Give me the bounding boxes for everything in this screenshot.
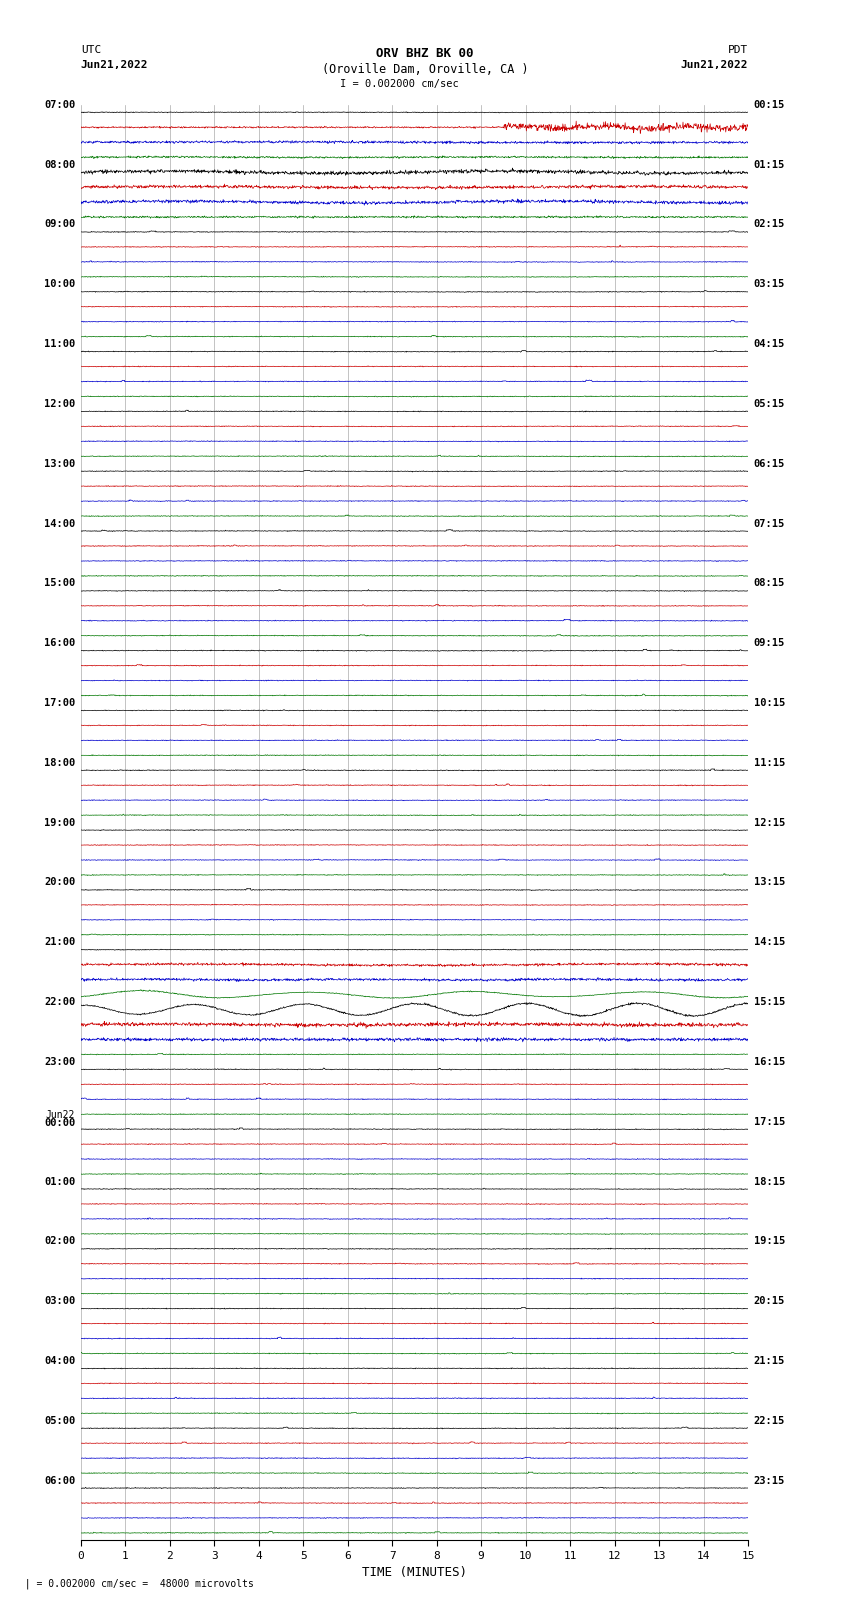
Text: 23:15: 23:15 — [754, 1476, 785, 1486]
Text: 10:15: 10:15 — [754, 698, 785, 708]
Text: 05:15: 05:15 — [754, 398, 785, 410]
Text: 01:00: 01:00 — [44, 1176, 75, 1187]
Text: 21:00: 21:00 — [44, 937, 75, 947]
Text: Jun22: Jun22 — [46, 1110, 75, 1119]
Text: 03:15: 03:15 — [754, 279, 785, 289]
Text: 06:00: 06:00 — [44, 1476, 75, 1486]
Text: 16:15: 16:15 — [754, 1057, 785, 1066]
Text: 12:15: 12:15 — [754, 818, 785, 827]
Text: 15:15: 15:15 — [754, 997, 785, 1007]
Text: I = 0.002000 cm/sec: I = 0.002000 cm/sec — [340, 79, 459, 89]
Text: 01:15: 01:15 — [754, 160, 785, 169]
Text: 04:00: 04:00 — [44, 1357, 75, 1366]
Text: 00:15: 00:15 — [754, 100, 785, 110]
Text: 02:00: 02:00 — [44, 1236, 75, 1247]
Text: 05:00: 05:00 — [44, 1416, 75, 1426]
Text: 16:00: 16:00 — [44, 639, 75, 648]
Text: 19:15: 19:15 — [754, 1236, 785, 1247]
Text: 21:15: 21:15 — [754, 1357, 785, 1366]
Text: (Oroville Dam, Oroville, CA ): (Oroville Dam, Oroville, CA ) — [321, 63, 529, 76]
Text: 20:15: 20:15 — [754, 1297, 785, 1307]
Text: 04:15: 04:15 — [754, 339, 785, 348]
Text: 07:00: 07:00 — [44, 100, 75, 110]
X-axis label: TIME (MINUTES): TIME (MINUTES) — [362, 1566, 467, 1579]
Text: 08:15: 08:15 — [754, 579, 785, 589]
Text: 18:15: 18:15 — [754, 1176, 785, 1187]
Text: 18:00: 18:00 — [44, 758, 75, 768]
Text: 00:00: 00:00 — [44, 1118, 75, 1127]
Text: 11:15: 11:15 — [754, 758, 785, 768]
Text: 11:00: 11:00 — [44, 339, 75, 348]
Text: | = 0.002000 cm/sec =  48000 microvolts: | = 0.002000 cm/sec = 48000 microvolts — [13, 1579, 253, 1589]
Text: 17:00: 17:00 — [44, 698, 75, 708]
Text: 03:00: 03:00 — [44, 1297, 75, 1307]
Text: ORV BHZ BK 00: ORV BHZ BK 00 — [377, 47, 473, 60]
Text: 22:00: 22:00 — [44, 997, 75, 1007]
Text: 19:00: 19:00 — [44, 818, 75, 827]
Text: 10:00: 10:00 — [44, 279, 75, 289]
Text: Jun21,2022: Jun21,2022 — [681, 60, 748, 69]
Text: 20:00: 20:00 — [44, 877, 75, 887]
Text: 23:00: 23:00 — [44, 1057, 75, 1066]
Text: 02:15: 02:15 — [754, 219, 785, 229]
Text: 17:15: 17:15 — [754, 1116, 785, 1127]
Text: UTC: UTC — [81, 45, 101, 55]
Text: 15:00: 15:00 — [44, 579, 75, 589]
Text: 08:00: 08:00 — [44, 160, 75, 169]
Text: 06:15: 06:15 — [754, 458, 785, 469]
Text: 12:00: 12:00 — [44, 398, 75, 410]
Text: 14:00: 14:00 — [44, 518, 75, 529]
Text: Jun21,2022: Jun21,2022 — [81, 60, 148, 69]
Text: 22:15: 22:15 — [754, 1416, 785, 1426]
Text: 13:00: 13:00 — [44, 458, 75, 469]
Text: 13:15: 13:15 — [754, 877, 785, 887]
Text: 09:15: 09:15 — [754, 639, 785, 648]
Text: 09:00: 09:00 — [44, 219, 75, 229]
Text: 07:15: 07:15 — [754, 518, 785, 529]
Text: 14:15: 14:15 — [754, 937, 785, 947]
Text: PDT: PDT — [728, 45, 748, 55]
